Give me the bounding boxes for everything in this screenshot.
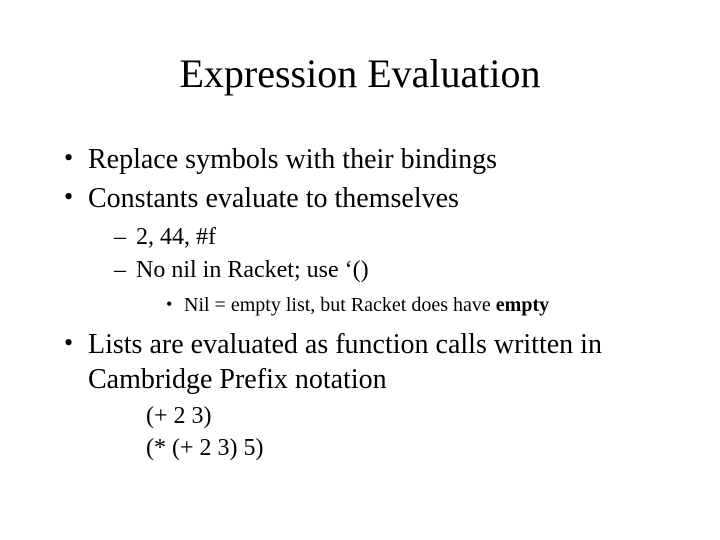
code-line: (* (+ 2 3) 5) (146, 433, 670, 464)
bullet-list: Replace symbols with their bindings Cons… (60, 142, 670, 464)
code-line: (+ 2 3) (146, 401, 670, 432)
sub-bullet-text: No nil in Racket; use ‘() (136, 257, 369, 283)
sub-bullet-item: 2, 44, #f (112, 222, 670, 253)
bullet-item: Constants evaluate to themselves 2, 44, … (60, 181, 670, 319)
code-block: (+ 2 3) (* (+ 2 3) 5) (146, 401, 670, 463)
sub-bullet-item: No nil in Racket; use ‘() Nil = empty li… (112, 255, 670, 319)
slide: Expression Evaluation Replace symbols wi… (0, 0, 720, 540)
bullet-item: Lists are evaluated as function calls wr… (60, 327, 670, 463)
sub-bullet-text: 2, 44, #f (136, 224, 216, 250)
subsub-bullet-item: Nil = empty list, but Racket does have e… (164, 292, 670, 319)
sub-bullet-list: 2, 44, #f No nil in Racket; use ‘() Nil … (112, 222, 670, 319)
subsub-bullet-list: Nil = empty list, but Racket does have e… (164, 292, 670, 319)
bullet-item: Replace symbols with their bindings (60, 142, 670, 177)
subsub-bullet-bold: empty (496, 294, 549, 316)
bullet-text: Lists are evaluated as function calls wr… (88, 329, 602, 395)
bullet-text: Replace symbols with their bindings (88, 144, 497, 175)
bullet-text: Constants evaluate to themselves (88, 183, 459, 214)
slide-title: Expression Evaluation (50, 50, 670, 97)
subsub-bullet-text: Nil = empty list, but Racket does have (184, 294, 496, 316)
